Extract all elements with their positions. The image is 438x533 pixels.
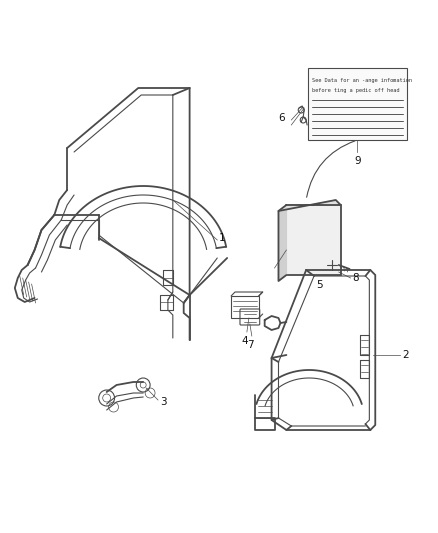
- Text: 7: 7: [247, 340, 254, 350]
- Polygon shape: [279, 205, 286, 281]
- Bar: [286, 205, 341, 275]
- Text: 3: 3: [160, 397, 166, 407]
- Text: before ting a pedic off head: before ting a pedic off head: [312, 88, 399, 93]
- Text: 5: 5: [316, 280, 323, 290]
- Text: 8: 8: [353, 273, 359, 283]
- Text: 1: 1: [219, 233, 226, 243]
- Text: 4: 4: [242, 336, 248, 346]
- Bar: [231, 296, 259, 318]
- Text: 9: 9: [354, 156, 361, 166]
- Polygon shape: [279, 200, 341, 211]
- FancyArrowPatch shape: [307, 141, 355, 197]
- Text: 2: 2: [402, 350, 409, 360]
- Text: See Data for an -ange infomation: See Data for an -ange infomation: [312, 78, 412, 83]
- Bar: [308, 68, 407, 140]
- Text: 6: 6: [278, 113, 284, 123]
